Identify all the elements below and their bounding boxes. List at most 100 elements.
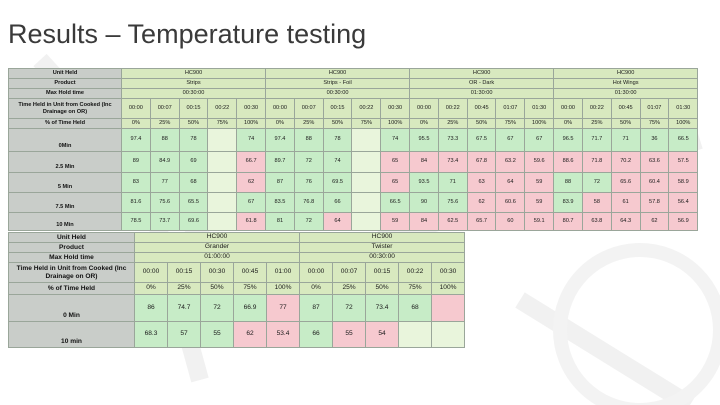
temperature-cell: 36 xyxy=(639,128,670,152)
row-label-time-held: Time Held in Unit from Cooked (Inc Drain… xyxy=(8,98,122,119)
time-held-cell: 00:00 xyxy=(299,262,334,283)
temperature-cell xyxy=(431,294,466,322)
time-held-cell: 00:07 xyxy=(332,262,367,283)
temperature-cell: 88.6 xyxy=(553,151,583,173)
percent-time-held-cell: 25% xyxy=(332,282,367,295)
percent-time-held-cell: 25% xyxy=(167,282,201,295)
percent-time-held-cell: 0% xyxy=(134,282,168,295)
product-cell: Grander xyxy=(133,242,301,253)
row-label-product: Product xyxy=(8,78,122,89)
temperature-cell: 87 xyxy=(265,172,295,193)
temperature-cell: 57 xyxy=(167,321,201,348)
time-held-cell: 00:22 xyxy=(398,262,433,283)
temperature-cell: 69.5 xyxy=(322,172,353,193)
temperature-cell: 67.5 xyxy=(466,128,497,152)
temperature-cell: 63 xyxy=(466,172,497,193)
temperature-cell: 63.8 xyxy=(581,212,612,231)
temperature-cell: 60.6 xyxy=(495,192,526,213)
temperature-cell: 97.4 xyxy=(265,128,295,152)
temperature-cell: 63.6 xyxy=(639,151,670,173)
time-held-cell: 00:45 xyxy=(610,98,641,119)
product-cell: Strips xyxy=(120,78,267,89)
unit-held-cell: HC900 xyxy=(299,232,466,243)
temperature-cell: 56.4 xyxy=(668,192,699,213)
temperature-cell: 57.8 xyxy=(639,192,670,213)
temperature-cell: 71.8 xyxy=(581,151,612,173)
temperature-cell: 70.2 xyxy=(610,151,641,173)
time-held-cell: 00:15 xyxy=(167,262,201,283)
percent-time-held-cell: 50% xyxy=(610,118,641,129)
percent-time-held-cell: 25% xyxy=(581,118,612,129)
temperature-cell: 81 xyxy=(265,212,295,231)
max-hold-time-cell: 01:30:00 xyxy=(409,88,555,99)
temperature-cell xyxy=(207,172,238,193)
temperature-cell: 74 xyxy=(380,128,411,152)
max-hold-time-cell: 01:00:00 xyxy=(133,252,301,263)
temperature-cell: 65 xyxy=(380,151,411,173)
unit-held-cell: HC900 xyxy=(553,68,699,79)
temperature-cell: 59.6 xyxy=(524,151,555,173)
percent-time-held-cell: 0% xyxy=(409,118,439,129)
temperature-cell: 77 xyxy=(265,294,301,322)
temperature-cell: 67.8 xyxy=(466,151,497,173)
time-held-cell: 00:22 xyxy=(207,98,238,119)
temperature-cell: 89 xyxy=(121,151,151,173)
temperature-cell: 54 xyxy=(365,321,400,348)
percent-time-held-cell: 50% xyxy=(466,118,497,129)
temperature-cell: 67 xyxy=(236,192,267,213)
temperature-cell: 66 xyxy=(299,321,334,348)
time-held-cell: 00:07 xyxy=(149,98,180,119)
temperature-cell: 83 xyxy=(121,172,151,193)
temperature-cell: 86 xyxy=(134,294,168,322)
time-held-cell: 00:30 xyxy=(380,98,411,119)
temperature-cell: 66 xyxy=(322,192,353,213)
temperature-cell: 73.4 xyxy=(437,151,468,173)
temperature-cell: 81.6 xyxy=(121,192,151,213)
percent-time-held-cell: 100% xyxy=(380,118,411,129)
temperature-cell: 93.5 xyxy=(409,172,439,193)
row-label-unit-held: Unit Held xyxy=(8,232,135,243)
percent-time-held-cell: 75% xyxy=(233,282,267,295)
temperature-cell: 88 xyxy=(553,172,583,193)
temperature-cell: 62 xyxy=(236,172,267,193)
temperature-cell: 69.6 xyxy=(178,212,209,231)
temperature-cell: 80.7 xyxy=(553,212,583,231)
temperature-cell: 62 xyxy=(639,212,670,231)
time-held-cell: 00:00 xyxy=(409,98,439,119)
percent-time-held-cell: 0% xyxy=(265,118,295,129)
time-held-cell: 00:22 xyxy=(351,98,382,119)
temperature-cell: 68.3 xyxy=(134,321,168,348)
temperature-cell: 58.9 xyxy=(668,172,699,193)
temperature-cell: 59 xyxy=(380,212,411,231)
row-label-percent-time-held: % of Time Held xyxy=(8,282,135,295)
temperature-cell: 61.8 xyxy=(236,212,267,231)
temperature-cell: 75.6 xyxy=(149,192,180,213)
time-held-cell: 01:07 xyxy=(639,98,670,119)
temperature-cell: 84 xyxy=(409,151,439,173)
temperature-cell: 67 xyxy=(524,128,555,152)
temperature-cell: 87 xyxy=(299,294,334,322)
unit-held-cell: HC900 xyxy=(409,68,555,79)
max-hold-time-cell: 01:30:00 xyxy=(553,88,699,99)
temperature-cell: 63.2 xyxy=(495,151,526,173)
temperature-cell: 72 xyxy=(293,151,324,173)
temperature-cell: 78 xyxy=(178,128,209,152)
percent-time-held-cell: 100% xyxy=(265,282,301,295)
temperature-cell: 60 xyxy=(495,212,526,231)
temperature-cell: 75.6 xyxy=(437,192,468,213)
temperature-cell: 74.7 xyxy=(167,294,201,322)
time-held-cell: 01:30 xyxy=(524,98,555,119)
percent-time-held-cell: 25% xyxy=(293,118,324,129)
temperature-cell: 78 xyxy=(322,128,353,152)
temperature-cell: 61 xyxy=(610,192,641,213)
temperature-cell: 72 xyxy=(293,212,324,231)
temperature-cell: 66.5 xyxy=(668,128,699,152)
unit-held-cell: HC900 xyxy=(120,68,267,79)
row-label-result: 0 Min xyxy=(8,294,135,322)
row-label-time-held: Time Held in Unit from Cooked (Inc Drain… xyxy=(8,262,135,283)
row-label-result: 2.5 Min xyxy=(8,151,122,173)
row-label-result: 0Min xyxy=(8,128,122,152)
temperature-cell xyxy=(207,192,238,213)
temperature-cell: 55 xyxy=(332,321,367,348)
temperature-cell: 64 xyxy=(495,172,526,193)
